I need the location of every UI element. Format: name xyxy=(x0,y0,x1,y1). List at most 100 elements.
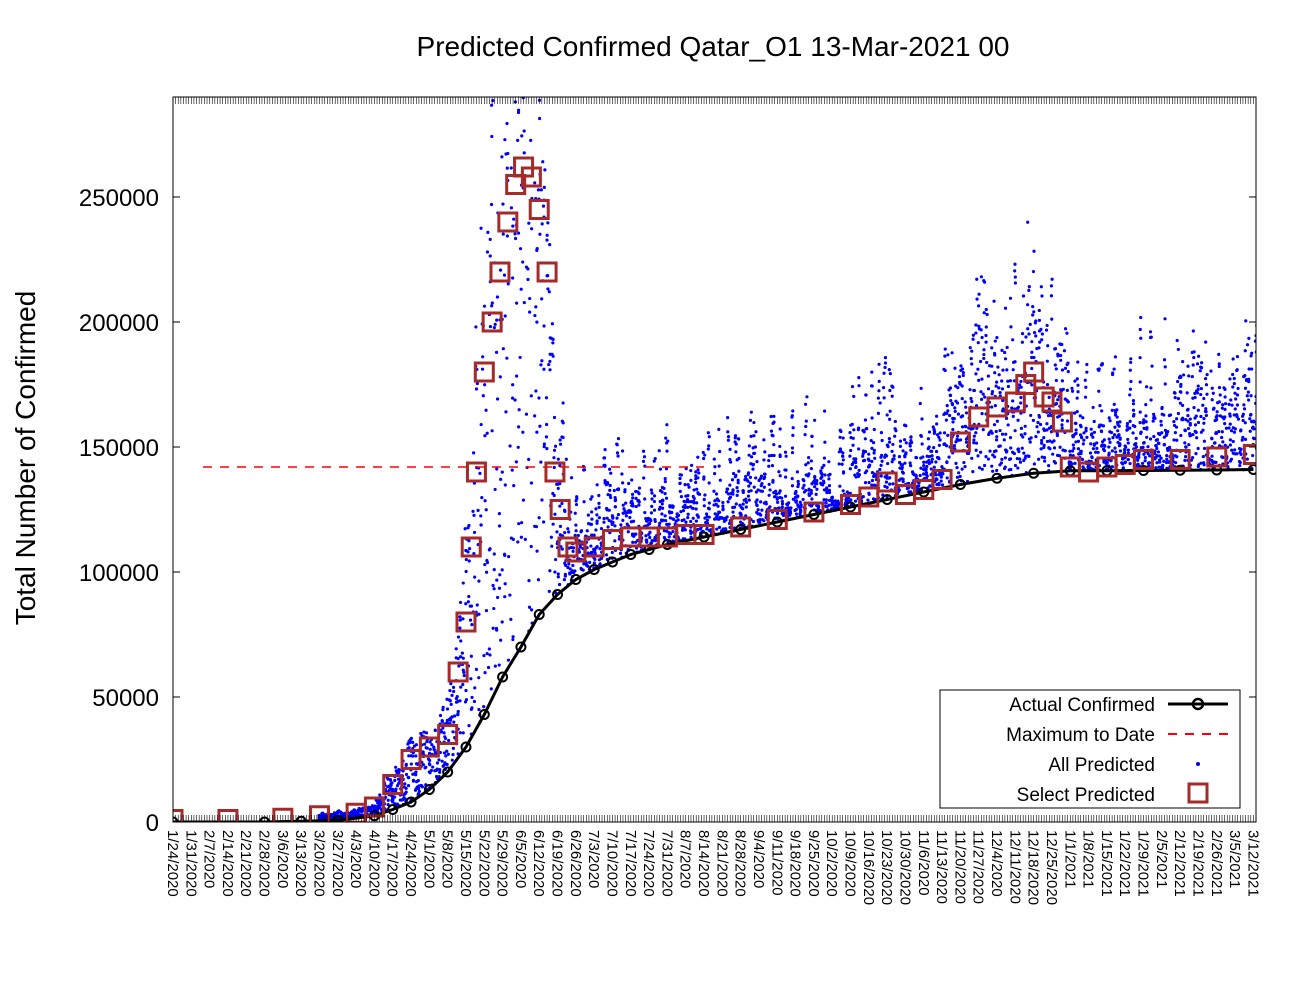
all-predicted-point xyxy=(872,451,876,455)
all-predicted-point xyxy=(527,221,531,225)
all-predicted-point xyxy=(1050,277,1054,281)
all-predicted-point xyxy=(650,491,654,495)
all-predicted-point xyxy=(841,471,846,475)
all-predicted-point xyxy=(548,368,552,372)
actual-confirmed-point xyxy=(625,549,637,560)
all-predicted-point xyxy=(648,530,652,534)
all-predicted-point xyxy=(1193,395,1197,400)
all-predicted-point xyxy=(1201,403,1205,407)
all-predicted-point xyxy=(1176,396,1181,401)
all-predicted-point xyxy=(970,399,974,404)
all-predicted-point xyxy=(1076,390,1080,394)
all-predicted-point xyxy=(946,433,950,437)
all-predicted-point xyxy=(1109,459,1113,463)
x-tick-label: 12/18/2020 xyxy=(1025,830,1042,905)
all-predicted-point xyxy=(602,520,606,524)
all-predicted-point xyxy=(477,579,481,583)
all-predicted-point xyxy=(613,524,617,528)
all-predicted-point xyxy=(1021,294,1026,298)
all-predicted-point xyxy=(756,512,760,516)
all-predicted-point xyxy=(981,428,985,432)
all-predicted-point xyxy=(336,811,340,816)
all-predicted-point xyxy=(947,388,951,392)
all-predicted-point xyxy=(684,520,688,524)
all-predicted-point xyxy=(433,728,437,733)
all-predicted-point xyxy=(1060,368,1065,372)
all-predicted-point xyxy=(982,356,986,361)
legend-label-all-predicted: All Predicted xyxy=(1048,755,1155,776)
all-predicted-point xyxy=(1051,452,1055,456)
all-predicted-point xyxy=(1145,435,1149,439)
all-predicted-point xyxy=(441,707,445,712)
all-predicted-point xyxy=(662,535,666,540)
all-predicted-point xyxy=(551,341,555,345)
all-predicted-point xyxy=(867,480,871,485)
all-predicted-point xyxy=(990,464,994,468)
actual-confirmed-point xyxy=(478,709,490,720)
all-predicted-point xyxy=(428,747,432,751)
all-predicted-point xyxy=(718,478,722,482)
all-predicted-point xyxy=(1038,340,1042,344)
all-predicted-point xyxy=(1018,457,1022,461)
x-tick-label: 7/17/2020 xyxy=(622,830,639,897)
all-predicted-point xyxy=(920,417,924,421)
all-predicted-point xyxy=(688,529,693,533)
all-predicted-point xyxy=(796,494,800,498)
x-tick-label: 10/16/2020 xyxy=(860,830,877,905)
all-predicted-point xyxy=(493,664,497,668)
all-predicted-point xyxy=(650,539,654,543)
all-predicted-point xyxy=(870,483,874,487)
all-predicted-point xyxy=(585,529,589,533)
all-predicted-point xyxy=(1239,452,1243,456)
all-predicted-point xyxy=(898,439,903,443)
select-predicted-point xyxy=(858,486,880,508)
all-predicted-point xyxy=(485,652,489,656)
all-predicted-point xyxy=(1156,450,1161,454)
all-predicted-point xyxy=(1027,332,1031,336)
all-predicted-point xyxy=(888,372,892,376)
all-predicted-point xyxy=(1012,379,1016,383)
all-predicted-point xyxy=(1032,355,1036,360)
all-predicted-point xyxy=(1202,463,1206,467)
all-predicted-point xyxy=(1123,448,1127,452)
all-predicted-point xyxy=(995,419,999,423)
all-predicted-point xyxy=(1217,352,1221,356)
all-predicted-point xyxy=(790,484,795,488)
all-predicted-point xyxy=(502,12,505,15)
all-predicted-point xyxy=(964,440,968,444)
all-predicted-point xyxy=(676,513,681,517)
all-predicted-point xyxy=(467,724,471,728)
all-predicted-point xyxy=(1008,435,1013,440)
all-predicted-point xyxy=(516,540,520,544)
all-predicted-point xyxy=(754,500,758,504)
all-predicted-point xyxy=(1065,362,1069,367)
all-predicted-point xyxy=(530,227,534,231)
actual-confirmed-point xyxy=(387,804,399,815)
all-predicted-point xyxy=(517,425,521,429)
all-predicted-point xyxy=(621,503,625,507)
all-predicted-point xyxy=(891,442,895,447)
all-predicted-point xyxy=(670,510,674,515)
all-predicted-point xyxy=(604,483,608,487)
all-predicted-point xyxy=(790,415,794,419)
all-predicted-point xyxy=(597,516,602,520)
all-predicted-point xyxy=(763,450,767,454)
all-predicted-point xyxy=(536,578,541,582)
all-predicted-point xyxy=(678,489,682,493)
all-predicted-point xyxy=(477,707,481,712)
all-predicted-point xyxy=(472,451,476,455)
all-predicted-point xyxy=(982,348,986,352)
all-predicted-point xyxy=(657,507,662,511)
all-predicted-point xyxy=(1057,414,1062,418)
all-predicted-point xyxy=(822,481,826,485)
all-predicted-point xyxy=(473,575,477,579)
all-predicted-point xyxy=(475,381,479,386)
all-predicted-point xyxy=(863,437,867,441)
all-predicted-point xyxy=(516,445,520,449)
all-predicted-point xyxy=(535,71,538,74)
actual-confirmed-line xyxy=(173,468,1254,822)
all-predicted-point xyxy=(753,445,757,449)
all-predicted-point xyxy=(1050,317,1054,321)
all-predicted-point xyxy=(1192,405,1196,410)
all-predicted-point xyxy=(552,493,556,498)
